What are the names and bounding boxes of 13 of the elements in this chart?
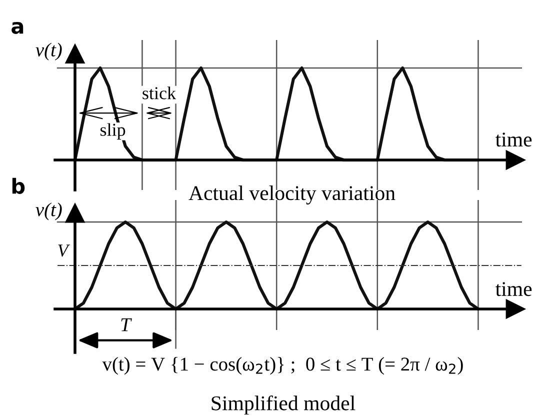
chart-title: b xyxy=(12,178,25,194)
x-axis-title: time xyxy=(495,282,532,296)
text: v(t) = V {1 − cos(ω$_{2}$t)} ; 0 ≤ t ≤ T (= 2π / ω$_{2}$) xyxy=(102,357,463,375)
text: T xyxy=(121,318,132,332)
y-axis-title: v(t) xyxy=(36,202,62,220)
annotation: slip xyxy=(100,123,126,140)
ref-line-label: V xyxy=(58,244,70,257)
y-axis-title: v(t) xyxy=(36,42,62,60)
text: Actual velocity variation xyxy=(188,186,396,204)
x-axis-title: time xyxy=(495,132,532,147)
chart-title: a xyxy=(12,22,24,34)
text: Simplified model xyxy=(212,395,356,415)
annotation: stick xyxy=(142,86,176,100)
